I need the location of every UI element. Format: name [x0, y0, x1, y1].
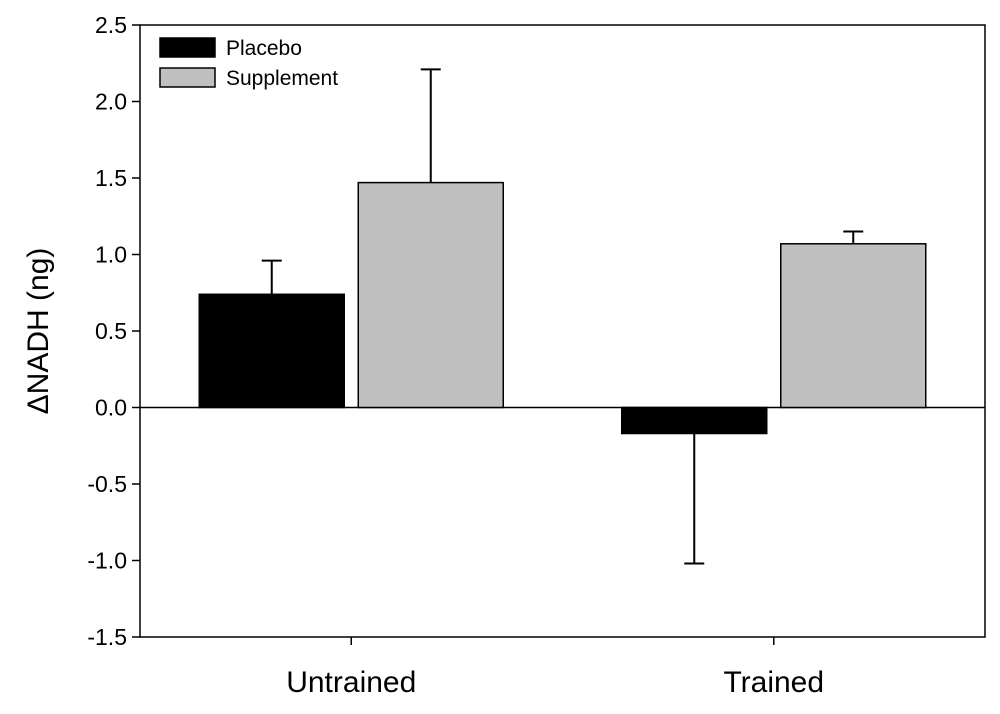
- y-tick-label: 1.0: [95, 242, 127, 268]
- y-tick-label: 2.0: [95, 89, 127, 115]
- legend-swatch-placebo: [159, 37, 216, 58]
- bar-supplement-trained: [780, 243, 927, 409]
- x-tick-label-trained: Trained: [723, 666, 824, 699]
- legend-swatch-supplement: [159, 67, 216, 88]
- y-axis-label: ΔNADH (ng): [22, 248, 55, 415]
- bar-placebo-trained: [621, 406, 768, 435]
- y-tick-label: -0.5: [87, 471, 127, 497]
- y-tick-label: 1.5: [95, 165, 127, 191]
- bar-placebo-untrained: [198, 293, 345, 409]
- y-tick-label: 2.5: [95, 12, 127, 38]
- legend: Placebo Supplement: [159, 37, 338, 90]
- y-tick-label: 0.0: [95, 395, 127, 421]
- y-tick-label: -1.5: [87, 624, 127, 650]
- legend-label-placebo: Placebo: [226, 37, 302, 60]
- axes-group: -1.5 -1.0 -0.5 0.0 0.5 1.0 1.5 2.0 2.5 Untrained T…: [87, 12, 986, 699]
- bars-group: [198, 181, 927, 435]
- y-tick-label: 0.5: [95, 318, 127, 344]
- error-bars-group: [261, 68, 864, 565]
- bar-supplement-untrained: [357, 181, 504, 409]
- x-tick-label-untrained: Untrained: [286, 666, 416, 699]
- legend-label-supplement: Supplement: [226, 67, 338, 90]
- y-tick-label: -1.0: [87, 548, 127, 574]
